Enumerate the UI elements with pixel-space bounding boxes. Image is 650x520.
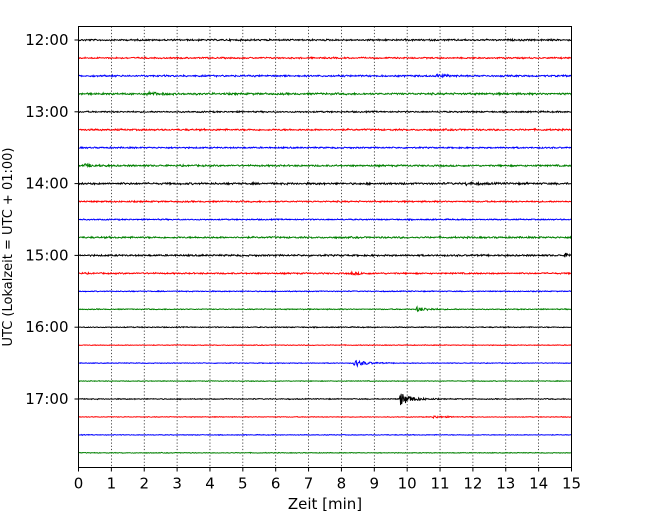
trace-1345 (78, 162, 572, 168)
x-tick-label: 3 (172, 475, 182, 493)
trace-1730 (78, 433, 572, 437)
x-tick-label: 11 (430, 475, 449, 493)
x-tick-label: 15 (562, 475, 581, 493)
y-tick-label: 13:00 (25, 103, 68, 121)
x-tick-label: 5 (238, 475, 248, 493)
trace-1445 (78, 235, 572, 240)
trace-1400 (78, 180, 572, 187)
x-tick-label: 8 (337, 475, 347, 493)
trace-1330 (78, 145, 572, 150)
trace-1230 (78, 72, 572, 79)
x-tick-label: 13 (496, 475, 515, 493)
x-tick-label: 10 (398, 475, 417, 493)
x-tick-label: 6 (271, 475, 281, 493)
y-tick-label: 16:00 (25, 318, 68, 336)
trace-1545 (78, 305, 572, 313)
trace-1530 (78, 289, 572, 293)
seismic-traces (78, 37, 572, 454)
y-tick-label: 14:00 (25, 175, 68, 193)
x-tick-label: 7 (304, 475, 314, 493)
x-tick-label: 12 (463, 475, 482, 493)
plot-frame (78, 26, 572, 468)
trace-1745 (78, 451, 572, 454)
x-tick-label: 2 (139, 475, 149, 493)
trace-1700 (78, 393, 572, 406)
x-tick-label: 4 (205, 475, 215, 493)
trace-1430 (78, 217, 572, 222)
x-tick-label: 9 (370, 475, 380, 493)
trace-1600 (78, 325, 572, 329)
trace-1715 (78, 415, 572, 420)
trace-1630 (78, 359, 572, 368)
y-tick-label: 12:00 (25, 31, 68, 49)
x-axis-ticks: 0 1 2 3 4 5 6 7 8 9 10 11 12 13 14 15 (74, 467, 581, 493)
trace-1500 (78, 252, 572, 258)
trace-1415 (78, 199, 572, 204)
x-tick-label: 1 (107, 475, 117, 493)
trace-1315 (78, 127, 572, 132)
trace-1615 (78, 344, 572, 347)
trace-1215 (78, 55, 572, 60)
y-tick-label: 15:00 (25, 246, 68, 264)
trace-1200 (78, 37, 572, 43)
trace-1245 (78, 90, 572, 97)
trace-1645 (78, 379, 572, 383)
trace-1515 (78, 270, 572, 276)
x-tick-label: 0 (74, 475, 84, 493)
x-tick-label: 14 (529, 475, 548, 493)
trace-1300 (78, 109, 572, 114)
y-axis-title: UTC (Lokalzeit = UTC + 01:00) (1, 148, 16, 347)
y-tick-label: 17:00 (25, 390, 68, 408)
y-axis-ticks: 12:00 13:00 14:00 15:00 16:00 17:00 (25, 31, 79, 408)
x-axis-title: Zeit [min] (288, 495, 362, 513)
